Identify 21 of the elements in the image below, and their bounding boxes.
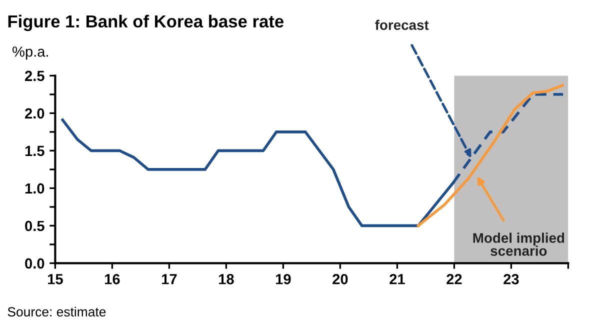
x-tick-label: 19 (276, 274, 291, 284)
x-tick-label: 21 (390, 274, 405, 284)
x-tick-label: 20 (332, 274, 348, 284)
chart-title: Figure 1: Bank of Korea base rate (8, 14, 284, 32)
y-tick-label: 1.0 (25, 183, 44, 194)
source-note: Source: estimate (8, 306, 106, 317)
y-tick-label: 2.5 (25, 70, 44, 82)
x-tick-label: 22 (446, 274, 462, 284)
line-series (416, 84, 564, 228)
y-tick-label: 0.0 (25, 258, 44, 269)
y-tick-label: 1.5 (25, 146, 44, 156)
y-tick-label: 0.5 (25, 220, 44, 232)
y-axis-title: %p.a. (12, 46, 48, 60)
x-tick-label: 18 (219, 274, 234, 284)
x-tick-label: 15 (48, 274, 63, 284)
y-tick-label: 2.0 (25, 108, 44, 119)
x-tick-label: 23 (504, 274, 519, 284)
x-tick-label: 16 (105, 274, 120, 284)
annotation: forecast (375, 20, 429, 30)
x-tick-label: 17 (162, 274, 177, 284)
annotation: Model implied scenario (473, 232, 564, 256)
